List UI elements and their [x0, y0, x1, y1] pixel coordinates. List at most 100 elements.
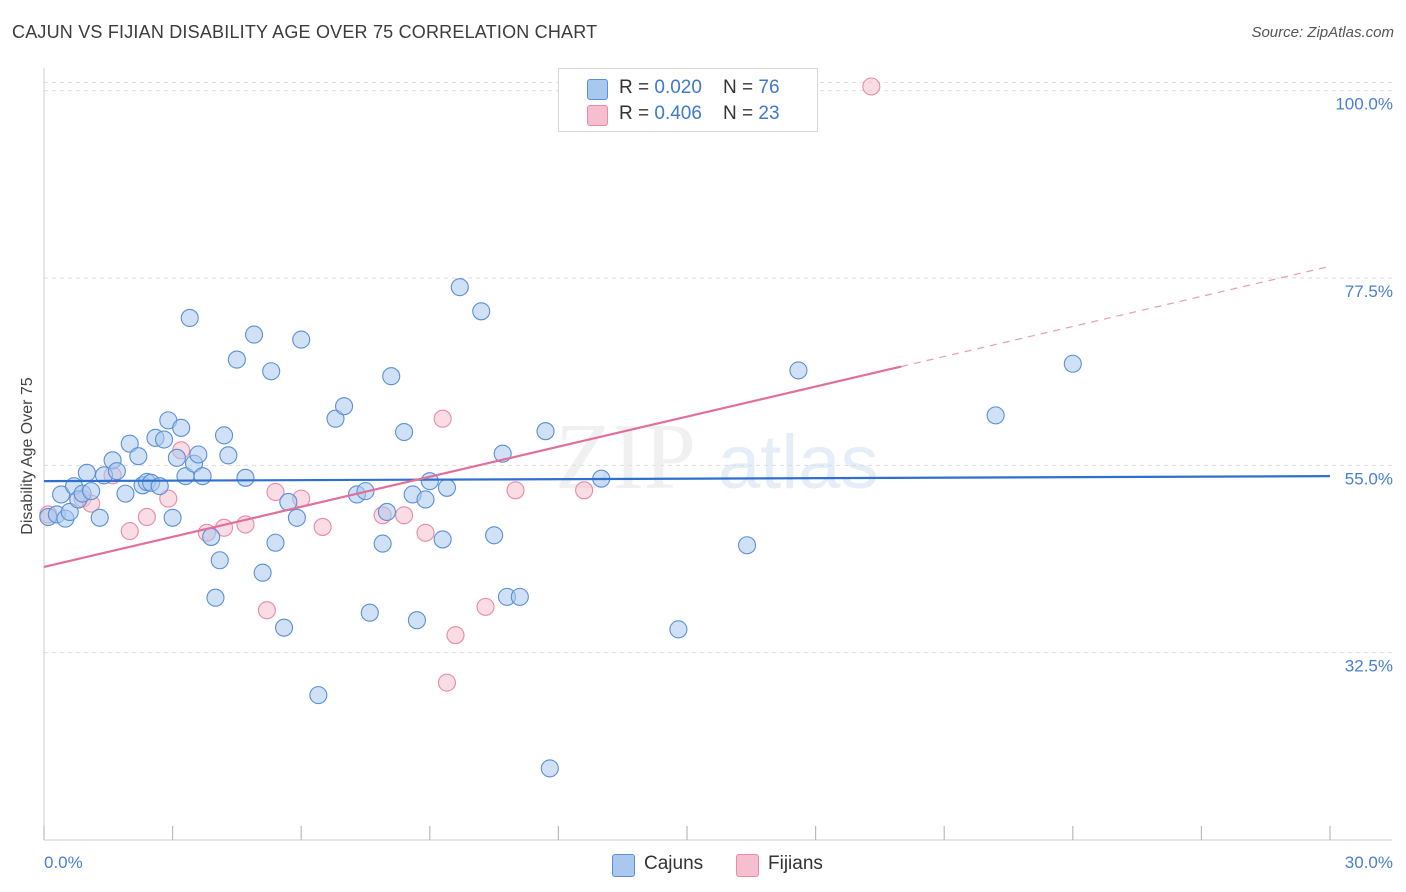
cajun-point — [210, 551, 229, 570]
cajun-point — [107, 462, 126, 481]
cajun-point — [287, 508, 306, 527]
y-tick-label: 55.0% — [1345, 469, 1393, 488]
cajun-point — [292, 330, 311, 349]
cajun-point — [120, 434, 139, 453]
y-tick-label: 100.0% — [1335, 95, 1393, 114]
bottom-fijian-label: Fijians — [768, 853, 823, 874]
fijian-trend-line — [43, 365, 902, 568]
fijian-point — [437, 673, 456, 692]
legend-cajun-n-label: N = — [723, 77, 759, 98]
cajun-trend-line — [43, 475, 1331, 483]
bottom-fijian-swatch — [736, 854, 759, 877]
cajun-point — [789, 361, 808, 380]
cajun-point — [472, 302, 491, 321]
fijian-point — [416, 523, 435, 542]
source-credit: Source: ZipAtlas.com — [1251, 24, 1394, 41]
y-tick-label: 77.5% — [1345, 282, 1393, 301]
cajun-point — [189, 445, 208, 464]
cajun-point — [163, 508, 182, 527]
legend-cajun-r-label: R = — [619, 77, 655, 98]
cajun-point — [382, 367, 401, 386]
cajun-point — [193, 467, 212, 486]
fijian-point — [120, 522, 139, 541]
fijian-point — [395, 506, 414, 525]
cajun-point — [116, 484, 135, 503]
cajun-point — [154, 430, 174, 449]
fijian-point — [266, 482, 285, 502]
cajun-point — [214, 426, 234, 445]
legend-fijian-n-label: N = — [723, 103, 759, 124]
x-tick-label-max: 30.0% — [1345, 853, 1393, 872]
cajun-point — [82, 482, 101, 501]
cajun-point — [202, 527, 221, 546]
cajun-point — [373, 534, 392, 553]
chart-title: CAJUN VS FIJIAN DISABILITY AGE OVER 75 C… — [12, 22, 598, 42]
cajun-point — [172, 418, 191, 437]
fijian-point — [257, 601, 276, 620]
cajun-point — [244, 325, 264, 344]
cajun-point — [219, 446, 238, 465]
fijian-trend-extension — [901, 265, 1331, 368]
correlation-legend: R = 0.020 N = 76 R = 0.406 N = 23 — [558, 68, 818, 132]
y-tick-label: 32.5% — [1345, 657, 1393, 676]
fijian-point — [862, 77, 881, 96]
cajun-point — [180, 308, 199, 328]
cajun-point — [309, 686, 328, 705]
legend-fijian-n-value: 23 — [758, 103, 780, 124]
cajun-point — [52, 485, 71, 504]
cajun-point — [77, 463, 96, 482]
cajun-point — [669, 620, 688, 639]
cajun-point — [737, 536, 757, 555]
cajun-point — [253, 563, 272, 582]
cajun-point — [1063, 354, 1082, 373]
legend-fijian-r-label: R = — [619, 103, 655, 124]
cajun-point — [395, 422, 414, 442]
legend-cajun-n-value: 76 — [758, 77, 780, 98]
cajun-point — [986, 406, 1005, 425]
watermark-atlas: atlas — [718, 420, 879, 505]
cajun-point — [540, 759, 559, 778]
cajun-point — [377, 502, 396, 522]
fijian-point — [159, 489, 178, 508]
x-tick-label-min: 0.0% — [44, 853, 83, 872]
legend-fijian-r-value: 0.406 — [654, 103, 702, 124]
cajun-point — [510, 587, 529, 606]
cajun-point — [437, 478, 456, 497]
trend-lines — [43, 265, 1331, 568]
fijian-points — [39, 77, 881, 692]
cajun-point — [227, 350, 246, 369]
cajun-point — [206, 588, 225, 607]
watermark: ZIP atlas — [555, 405, 879, 509]
grid-lines — [44, 81, 1392, 654]
cajun-point — [416, 490, 435, 509]
fijian-point — [446, 626, 465, 645]
fijian-point — [137, 507, 156, 526]
fijian-point — [506, 481, 525, 500]
cajun-point — [90, 508, 109, 527]
axes — [43, 68, 1392, 841]
cajun-point — [262, 362, 281, 381]
fijian-point — [476, 597, 495, 616]
legend-cajun-r-value: 0.020 — [654, 77, 702, 98]
bottom-cajun-label: Cajuns — [644, 853, 704, 874]
cajun-points — [39, 278, 1082, 778]
cajun-point — [266, 533, 285, 552]
cajun-point — [450, 278, 469, 297]
cajun-point — [129, 447, 148, 466]
fijian-swatch — [587, 105, 608, 126]
cajun-point — [167, 448, 186, 467]
fijian-point — [575, 481, 594, 500]
cajun-point — [60, 502, 79, 522]
fijian-point — [433, 409, 452, 428]
cajun-point — [407, 611, 426, 630]
cajun-swatch — [587, 79, 608, 100]
cajun-point — [236, 468, 255, 487]
cajun-point — [536, 422, 555, 441]
cajun-point — [326, 409, 345, 428]
cajun-point — [335, 397, 354, 416]
cajun-point — [485, 526, 504, 545]
cajun-point — [433, 530, 452, 549]
fijian-point — [313, 517, 332, 536]
cajun-point — [150, 477, 169, 496]
bottom-cajun-swatch — [612, 854, 635, 877]
